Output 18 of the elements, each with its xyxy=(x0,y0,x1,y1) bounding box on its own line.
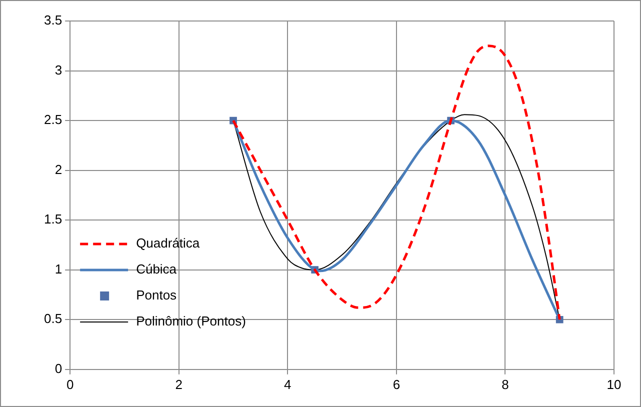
y-tick-label: 2.5 xyxy=(44,112,62,128)
y-tick-label: 0.5 xyxy=(44,311,62,326)
y-tick-label: 0 xyxy=(54,360,62,376)
x-tick-label: 2 xyxy=(175,376,182,392)
x-tick-label: 6 xyxy=(392,376,400,392)
legend-label: Quadrática xyxy=(136,236,200,251)
y-tick-label: 1.5 xyxy=(44,212,62,227)
x-tick-label: 0 xyxy=(66,376,74,392)
y-tick-label: 3 xyxy=(54,62,62,78)
y-tick-label: 1 xyxy=(54,261,62,276)
x-tick-label: 4 xyxy=(284,376,292,392)
legend-label: Polinômio (Pontos) xyxy=(136,314,246,329)
x-tick-label: 8 xyxy=(502,376,509,392)
x-tick-label: 10 xyxy=(606,376,622,392)
legend-label: Cúbica xyxy=(136,262,178,277)
y-tick-label: 3.5 xyxy=(44,12,62,28)
legend-label: Pontos xyxy=(136,288,178,303)
y-tick-label: 2 xyxy=(54,162,62,177)
